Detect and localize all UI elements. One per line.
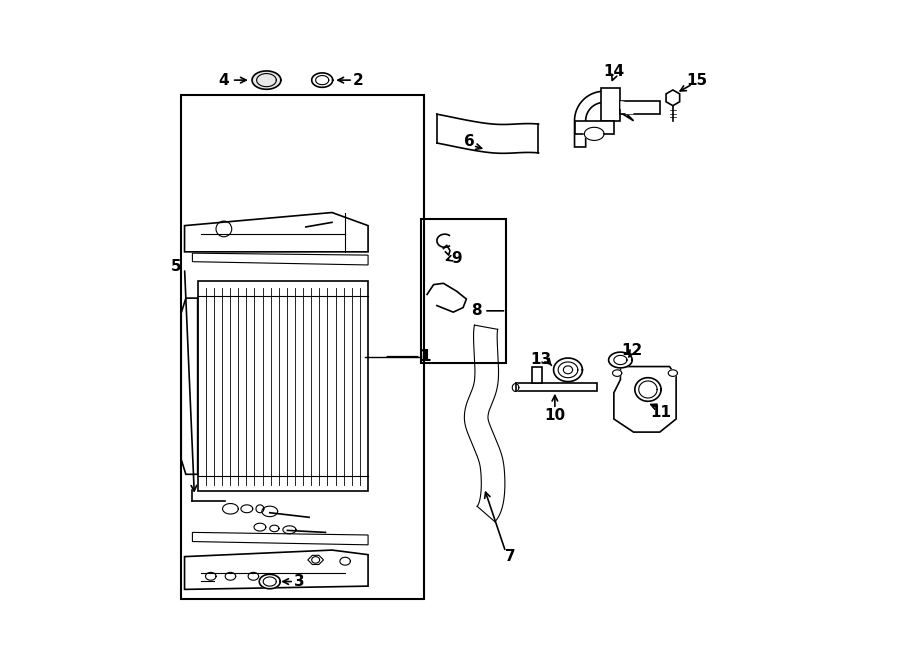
Polygon shape (262, 506, 277, 517)
Polygon shape (669, 369, 678, 376)
Text: 15: 15 (687, 73, 707, 88)
Text: 1: 1 (420, 349, 431, 364)
Text: 6: 6 (464, 134, 475, 149)
Polygon shape (181, 298, 198, 475)
Text: 13: 13 (530, 352, 551, 368)
Polygon shape (184, 550, 368, 590)
Text: 4: 4 (219, 73, 230, 88)
Polygon shape (620, 101, 660, 114)
Polygon shape (256, 505, 264, 513)
Polygon shape (270, 525, 279, 531)
Polygon shape (241, 505, 253, 513)
Text: 3: 3 (294, 574, 304, 589)
Polygon shape (601, 88, 620, 121)
Text: 7: 7 (505, 549, 516, 564)
Text: 10: 10 (544, 408, 565, 423)
Text: 9: 9 (451, 251, 462, 266)
Text: 5: 5 (171, 258, 181, 274)
Polygon shape (516, 383, 598, 391)
Polygon shape (283, 525, 296, 533)
Polygon shape (512, 383, 518, 391)
Bar (181, 95, 424, 600)
Polygon shape (308, 555, 323, 564)
Text: 11: 11 (651, 405, 671, 420)
Polygon shape (259, 574, 280, 589)
Text: 14: 14 (603, 64, 625, 79)
Polygon shape (554, 358, 582, 381)
Text: 1: 1 (418, 349, 429, 364)
Polygon shape (608, 352, 632, 368)
Polygon shape (614, 367, 676, 432)
Polygon shape (311, 73, 333, 87)
Text: 8: 8 (471, 303, 482, 319)
Polygon shape (613, 369, 622, 376)
Polygon shape (666, 90, 680, 106)
Polygon shape (574, 121, 614, 134)
Polygon shape (620, 101, 634, 114)
Polygon shape (584, 128, 604, 140)
Polygon shape (222, 504, 239, 514)
Polygon shape (193, 532, 368, 545)
Polygon shape (184, 213, 368, 252)
Text: 12: 12 (622, 342, 643, 358)
Polygon shape (532, 367, 542, 383)
Polygon shape (252, 71, 281, 89)
Polygon shape (254, 524, 266, 531)
Polygon shape (193, 253, 368, 265)
Text: 2: 2 (353, 73, 364, 88)
Bar (420, 219, 506, 364)
Bar (198, 282, 368, 491)
Polygon shape (340, 557, 350, 565)
Polygon shape (574, 91, 634, 147)
